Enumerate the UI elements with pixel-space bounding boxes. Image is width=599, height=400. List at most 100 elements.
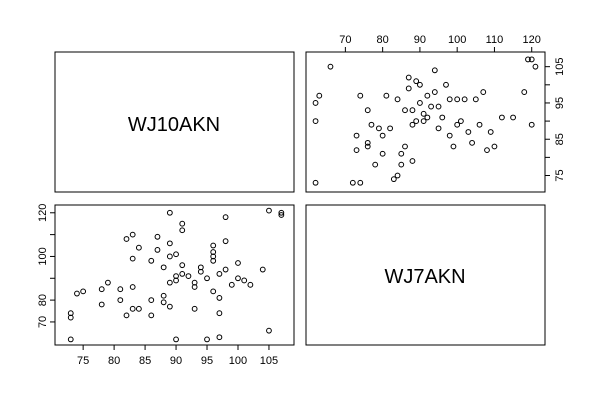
left-axis-tick-label: 70 [37,316,49,328]
scatter-point [216,271,223,277]
scatter-point [491,143,498,150]
scatter-point [379,150,386,157]
panel-top-left [54,51,295,193]
scatter-point [458,118,464,124]
scatter-point [424,114,431,121]
scatter-point [129,255,136,262]
panel-bottom-right [305,204,546,346]
scatter-point [353,132,360,139]
scatter-point [376,125,382,132]
scatter-point [402,107,408,114]
scatter-point [413,118,420,124]
scatter-point [480,89,487,95]
scatter-point [379,132,386,139]
scatter-point [173,336,179,343]
scatter-point [278,212,285,218]
scatter-point [368,121,375,128]
right-axis-tick-label: 105 [554,57,566,75]
scatter-point [431,89,438,95]
scatter-point [166,253,173,260]
scatter-point [222,238,229,245]
scatter-point [241,277,248,284]
scatter-point [148,312,155,319]
scatter-point [398,150,405,157]
scatter-point [259,266,266,273]
scatter-point [528,121,535,128]
scatter-point [278,209,285,216]
scatter-point [135,244,142,251]
scatter-point [413,78,420,85]
scatter-point [398,161,405,168]
scatter-point [210,242,217,249]
scatter-point [420,110,427,117]
scatter-point [472,96,479,103]
scatter-point [129,231,136,238]
top-axis-tick-label: 80 [377,34,389,46]
scatter-point [312,179,319,186]
scatter-point [266,207,272,214]
diag-label-wj7akn: WJ7AKN [384,266,465,288]
scatter-point [148,257,155,264]
scatter-point [357,92,364,99]
scatter-point [154,246,161,253]
scatter-point [443,81,449,88]
scatter-point [160,299,167,306]
top-axis-tick-label: 110 [486,34,504,46]
scatter-point [364,143,371,150]
scatter-point [160,292,167,299]
scatter-point [179,262,186,269]
scatter-point [521,89,528,95]
scatter-point [465,129,472,135]
scatter-point [191,279,198,286]
scatter-point [435,103,442,110]
scatter-point [487,129,494,135]
scatter-point [532,63,539,70]
left-axis-tick-label: 120 [37,204,49,222]
scatter-point [204,275,210,282]
scatter-point [364,139,371,146]
scatter-point [446,132,453,139]
scatter-point [216,334,223,341]
scatter-point [117,297,124,304]
scatter-point [450,143,457,150]
scatter-point [424,92,431,99]
scatter-point [222,266,229,273]
scatter-point [405,85,412,92]
scatter-point [484,147,490,154]
scatter-point [525,56,531,63]
scatter-point [179,220,186,227]
scatter-point [148,297,155,304]
bottom-axis-tick-label: 90 [170,355,182,367]
top-axis-tick-label: 100 [448,34,466,46]
scatter-point [498,114,505,121]
scatter-point [390,176,397,183]
scatter-point [74,290,80,297]
scatter-point [454,121,461,128]
scatter-point [439,114,446,121]
scatter-point [435,125,442,132]
scatter-point [123,312,130,319]
diag-label-wj10akn: WJ10AKN [128,114,220,136]
scatter-point [357,179,364,186]
bottom-axis-tick-label: 85 [139,355,151,367]
scatter-point [431,67,438,74]
scatter-point [129,284,136,290]
scatter-point [179,271,186,277]
bottom-axis-tick-label: 95 [201,355,213,367]
scatter-point [197,264,204,271]
scatter-point [135,305,142,312]
scatter-point [387,125,393,132]
top-axis-tick-label: 90 [414,34,426,46]
scatter-point [173,251,179,258]
scatter-point [216,310,223,317]
scatter-point [166,240,173,247]
scatter-point [353,147,360,154]
scatter-point [117,286,124,293]
scatter-point [417,81,423,88]
scatter-point [123,236,130,242]
scatter-point [160,264,167,271]
scatter-point [461,96,468,103]
scatter-point [394,96,401,103]
bottom-axis-tick-label: 100 [229,355,247,367]
